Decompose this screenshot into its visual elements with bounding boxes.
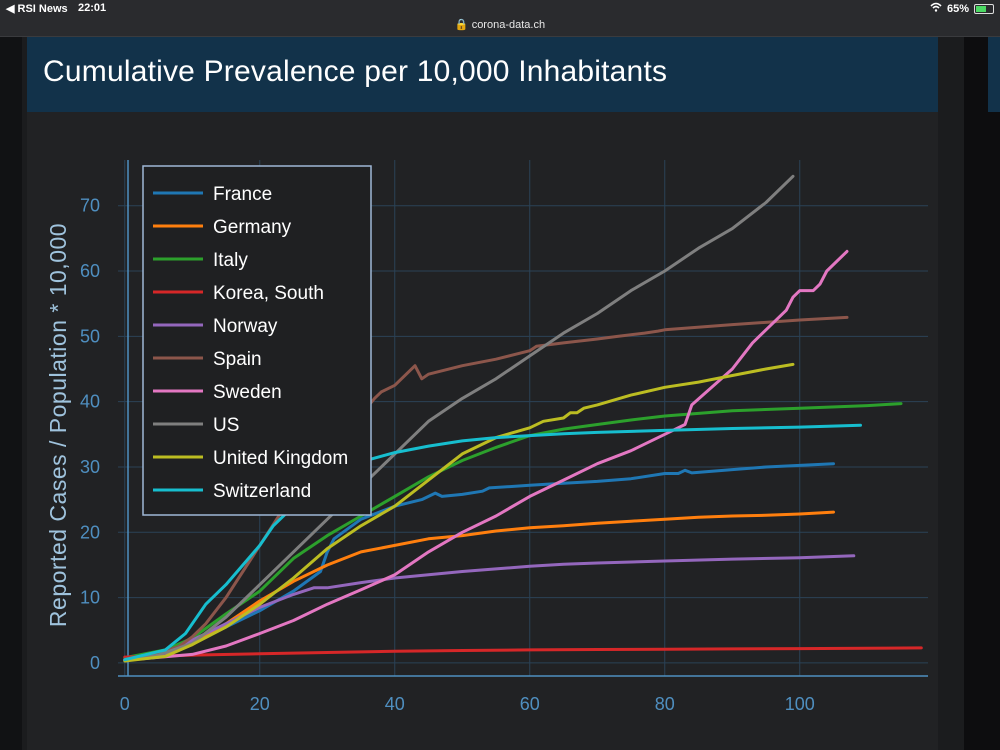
legend-label[interactable]: United Kingdom <box>213 448 348 469</box>
legend-label[interactable]: Korea, South <box>213 283 324 304</box>
x-tick-label: 80 <box>655 694 675 714</box>
card-header: Cumulative Prevalence per 10,000 Inhabit… <box>27 37 938 112</box>
url-text: corona-data.ch <box>471 19 546 31</box>
series-line-germany[interactable] <box>123 510 835 662</box>
legend-label[interactable]: Norway <box>213 316 278 337</box>
legend-label[interactable]: France <box>213 184 272 205</box>
y-tick-label: 20 <box>80 522 100 542</box>
legend-label[interactable]: US <box>213 415 239 436</box>
lock-icon: 🔒 <box>454 19 469 31</box>
back-to-app-link[interactable]: ◀ RSI News <box>6 3 68 15</box>
y-tick-label: 30 <box>80 457 100 477</box>
x-tick-label: 100 <box>785 694 815 714</box>
x-tick-label: 20 <box>250 694 270 714</box>
battery-icon <box>974 3 994 14</box>
series-line-korea-south[interactable] <box>123 646 923 659</box>
legend-label[interactable]: Sweden <box>213 382 282 403</box>
series-line-sweden[interactable] <box>123 249 849 662</box>
series-line-switzerland[interactable] <box>123 423 862 662</box>
right-panel <box>964 37 1000 750</box>
status-bar: ◀ RSI News 22:01 🔒 corona-data.ch 65% <box>0 0 1000 37</box>
series-line-norway[interactable] <box>123 554 856 662</box>
left-panel <box>0 37 22 750</box>
legend-label[interactable]: Italy <box>213 250 248 271</box>
y-tick-label: 10 <box>80 588 100 608</box>
series-line-us[interactable] <box>123 174 795 663</box>
x-tick-label: 40 <box>385 694 405 714</box>
legend-label[interactable]: Switzerland <box>213 481 311 502</box>
status-time: 22:01 <box>78 2 107 14</box>
battery-percent: 65% <box>946 2 969 15</box>
legend-label[interactable]: Spain <box>213 349 262 370</box>
series-line-united-kingdom[interactable] <box>123 362 795 663</box>
status-indicators: 65% <box>930 2 994 15</box>
y-tick-label: 0 <box>90 653 100 673</box>
y-tick-label: 60 <box>80 261 100 281</box>
y-tick-label: 50 <box>80 326 100 346</box>
series-line-spain[interactable] <box>123 315 849 661</box>
y-axis-label: Reported Cases / Population * 10,000 <box>45 223 71 627</box>
wifi-icon <box>930 2 942 15</box>
url-bar[interactable]: 🔒 corona-data.ch <box>0 18 1000 31</box>
x-tick-label: 60 <box>520 694 540 714</box>
y-tick-label: 40 <box>80 392 100 412</box>
x-tick-label: 0 <box>120 694 130 714</box>
legend-label[interactable]: Germany <box>213 217 292 238</box>
y-tick-label: 70 <box>80 196 100 216</box>
chart-title: Cumulative Prevalence per 10,000 Inhabit… <box>43 55 668 88</box>
